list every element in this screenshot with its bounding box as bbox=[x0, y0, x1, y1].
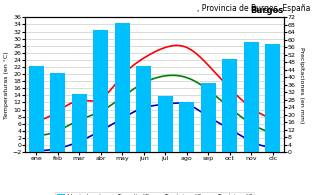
Bar bbox=[244, 42, 259, 152]
Y-axis label: Temperaturas (en °C): Temperaturas (en °C) bbox=[4, 51, 9, 119]
Bar bbox=[72, 94, 87, 152]
Bar bbox=[201, 83, 216, 152]
Bar bbox=[115, 23, 130, 152]
Legend: Lluvia (mm), T. media °C, T. máxima °C, T. mínima °C: Lluvia (mm), T. media °C, T. máxima °C, … bbox=[55, 192, 254, 195]
Bar bbox=[29, 66, 44, 152]
Bar bbox=[265, 43, 280, 152]
Bar bbox=[93, 30, 108, 152]
Bar bbox=[158, 96, 173, 152]
Bar bbox=[136, 66, 151, 152]
Text: , Provincia de Burgos, España: , Provincia de Burgos, España bbox=[198, 4, 311, 13]
Text: Burgos: Burgos bbox=[250, 6, 284, 15]
Bar bbox=[50, 74, 65, 152]
Y-axis label: Precipitaciones (en mm): Precipitaciones (en mm) bbox=[299, 47, 304, 123]
Bar bbox=[222, 58, 237, 152]
Bar bbox=[179, 102, 194, 152]
